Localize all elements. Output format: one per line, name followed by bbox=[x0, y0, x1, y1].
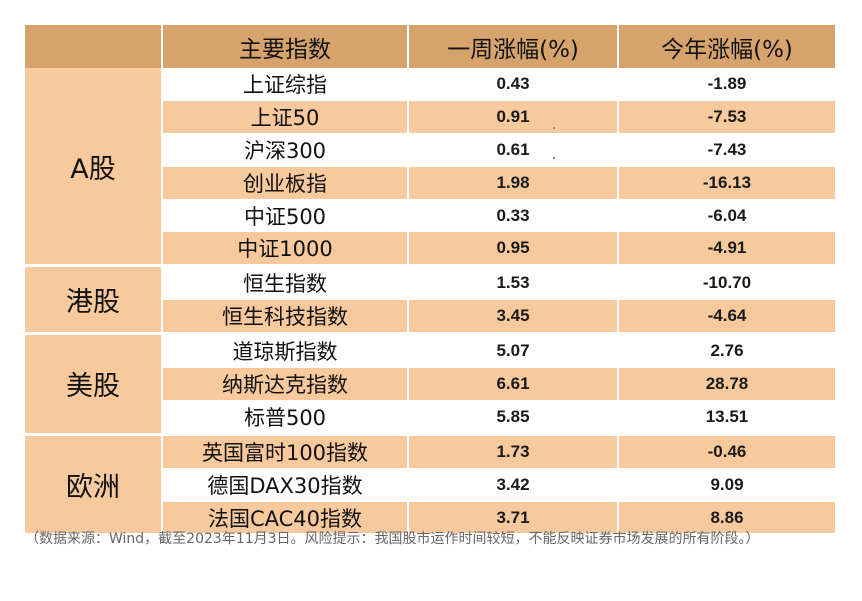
week-change-cell: 0.95 bbox=[409, 232, 619, 268]
index-name-cell: 中证500 bbox=[163, 199, 409, 233]
index-name-cell: 标普500 bbox=[163, 400, 409, 436]
index-name-cell: 英国富时100指数 bbox=[163, 435, 409, 469]
index-name-cell: 沪深300 bbox=[163, 133, 409, 167]
stray-dot bbox=[553, 157, 555, 159]
week-change-cell: 3.71 bbox=[409, 501, 619, 537]
table-row: 美股 道琼斯指数 5.07 2.76 bbox=[25, 335, 835, 436]
table-row: 恒生科技指数 3.45 -4.64 bbox=[25, 300, 835, 336]
ytd-change-cell: -0.46 bbox=[619, 435, 835, 469]
header-week-change: 一周涨幅(%) bbox=[409, 25, 619, 68]
table-row: 上证50 0.91 -7.53 bbox=[25, 100, 835, 134]
table-row: 标普500 5.85 13.51 bbox=[25, 400, 835, 436]
market-group-label: 欧洲 bbox=[25, 435, 163, 537]
table-row: A股 上证综指 0.43 -1.89 bbox=[25, 68, 835, 268]
market-group-label: 美股 bbox=[25, 335, 163, 436]
ytd-change-cell: 9.09 bbox=[619, 468, 835, 502]
index-name-cell: 上证综指 bbox=[163, 68, 409, 101]
ytd-change-cell: 13.51 bbox=[619, 400, 835, 436]
week-change-cell: 1.73 bbox=[409, 435, 619, 469]
header-row: 主要指数 一周涨幅(%) 今年涨幅(%) bbox=[25, 25, 835, 68]
week-change-cell: 5.07 bbox=[409, 335, 619, 369]
ytd-change-cell: -7.53 bbox=[619, 100, 835, 134]
ytd-change-cell: 28.78 bbox=[619, 368, 835, 401]
header-index-name: 主要指数 bbox=[163, 25, 409, 68]
table-row: 创业板指 1.98 -16.13 bbox=[25, 166, 835, 200]
week-change-cell: 6.61 bbox=[409, 368, 619, 401]
stray-dot bbox=[553, 127, 555, 129]
week-change-cell: 0.33 bbox=[409, 199, 619, 233]
index-name-cell: 道琼斯指数 bbox=[163, 335, 409, 369]
table-row: 中证500 0.33 -6.04 bbox=[25, 199, 835, 233]
ytd-change-cell: 8.86 bbox=[619, 501, 835, 537]
table-row: 欧洲 英国富时100指数 1.73 -0.46 bbox=[25, 435, 835, 537]
week-change-cell: 3.45 bbox=[409, 300, 619, 336]
ytd-change-cell: -4.64 bbox=[619, 300, 835, 336]
index-name-cell: 恒生科技指数 bbox=[163, 300, 409, 336]
ytd-change-cell: -4.91 bbox=[619, 232, 835, 268]
table-body: A股 上证综指 0.43 -1.89 上证50 0.91 -7.53 沪深300 0.61 -7.… bbox=[25, 68, 835, 537]
index-name-cell: 德国DAX30指数 bbox=[163, 468, 409, 502]
ytd-change-cell: -1.89 bbox=[619, 68, 835, 101]
ytd-change-cell: -16.13 bbox=[619, 166, 835, 200]
table-row: 港股 恒生指数 1.53 -10.70 bbox=[25, 267, 835, 336]
index-name-cell: 法国CAC40指数 bbox=[163, 501, 409, 537]
header-ytd-change: 今年涨幅(%) bbox=[619, 25, 835, 68]
week-change-cell: 3.42 bbox=[409, 468, 619, 502]
market-group-label: A股 bbox=[25, 68, 163, 268]
index-name-cell: 纳斯达克指数 bbox=[163, 368, 409, 401]
week-change-cell: 0.61 bbox=[409, 133, 619, 167]
week-change-cell: 1.98 bbox=[409, 166, 619, 200]
week-change-cell: 0.43 bbox=[409, 68, 619, 101]
table-row: 德国DAX30指数 3.42 9.09 bbox=[25, 468, 835, 502]
table-row: 纳斯达克指数 6.61 28.78 bbox=[25, 368, 835, 401]
index-name-cell: 上证50 bbox=[163, 100, 409, 134]
week-change-cell: 1.53 bbox=[409, 267, 619, 301]
week-change-cell: 0.91 bbox=[409, 100, 619, 134]
ytd-change-cell: -6.04 bbox=[619, 199, 835, 233]
index-name-cell: 恒生指数 bbox=[163, 267, 409, 301]
footnote: （数据来源：Wind，截至2023年11月3日。风险提示：我国股市运作时间较短，… bbox=[25, 531, 760, 547]
ytd-change-cell: 2.76 bbox=[619, 335, 835, 369]
ytd-change-cell: -10.70 bbox=[619, 267, 835, 301]
index-performance-table: 主要指数 一周涨幅(%) 今年涨幅(%) A股 上证综指 0.43 -1.89 上证50… bbox=[25, 25, 835, 537]
table-row: 法国CAC40指数 3.71 8.86 bbox=[25, 501, 835, 537]
market-group-label: 港股 bbox=[25, 267, 163, 336]
header-market bbox=[25, 25, 163, 68]
index-table: 主要指数 一周涨幅(%) 今年涨幅(%) A股 上证综指 0.43 -1.89 上证50… bbox=[25, 25, 835, 537]
table-row: 中证1000 0.95 -4.91 bbox=[25, 232, 835, 268]
index-name-cell: 中证1000 bbox=[163, 232, 409, 268]
table-header: 主要指数 一周涨幅(%) 今年涨幅(%) bbox=[25, 25, 835, 68]
ytd-change-cell: -7.43 bbox=[619, 133, 835, 167]
table-row: 沪深300 0.61 -7.43 bbox=[25, 133, 835, 167]
week-change-cell: 5.85 bbox=[409, 400, 619, 436]
index-name-cell: 创业板指 bbox=[163, 166, 409, 200]
